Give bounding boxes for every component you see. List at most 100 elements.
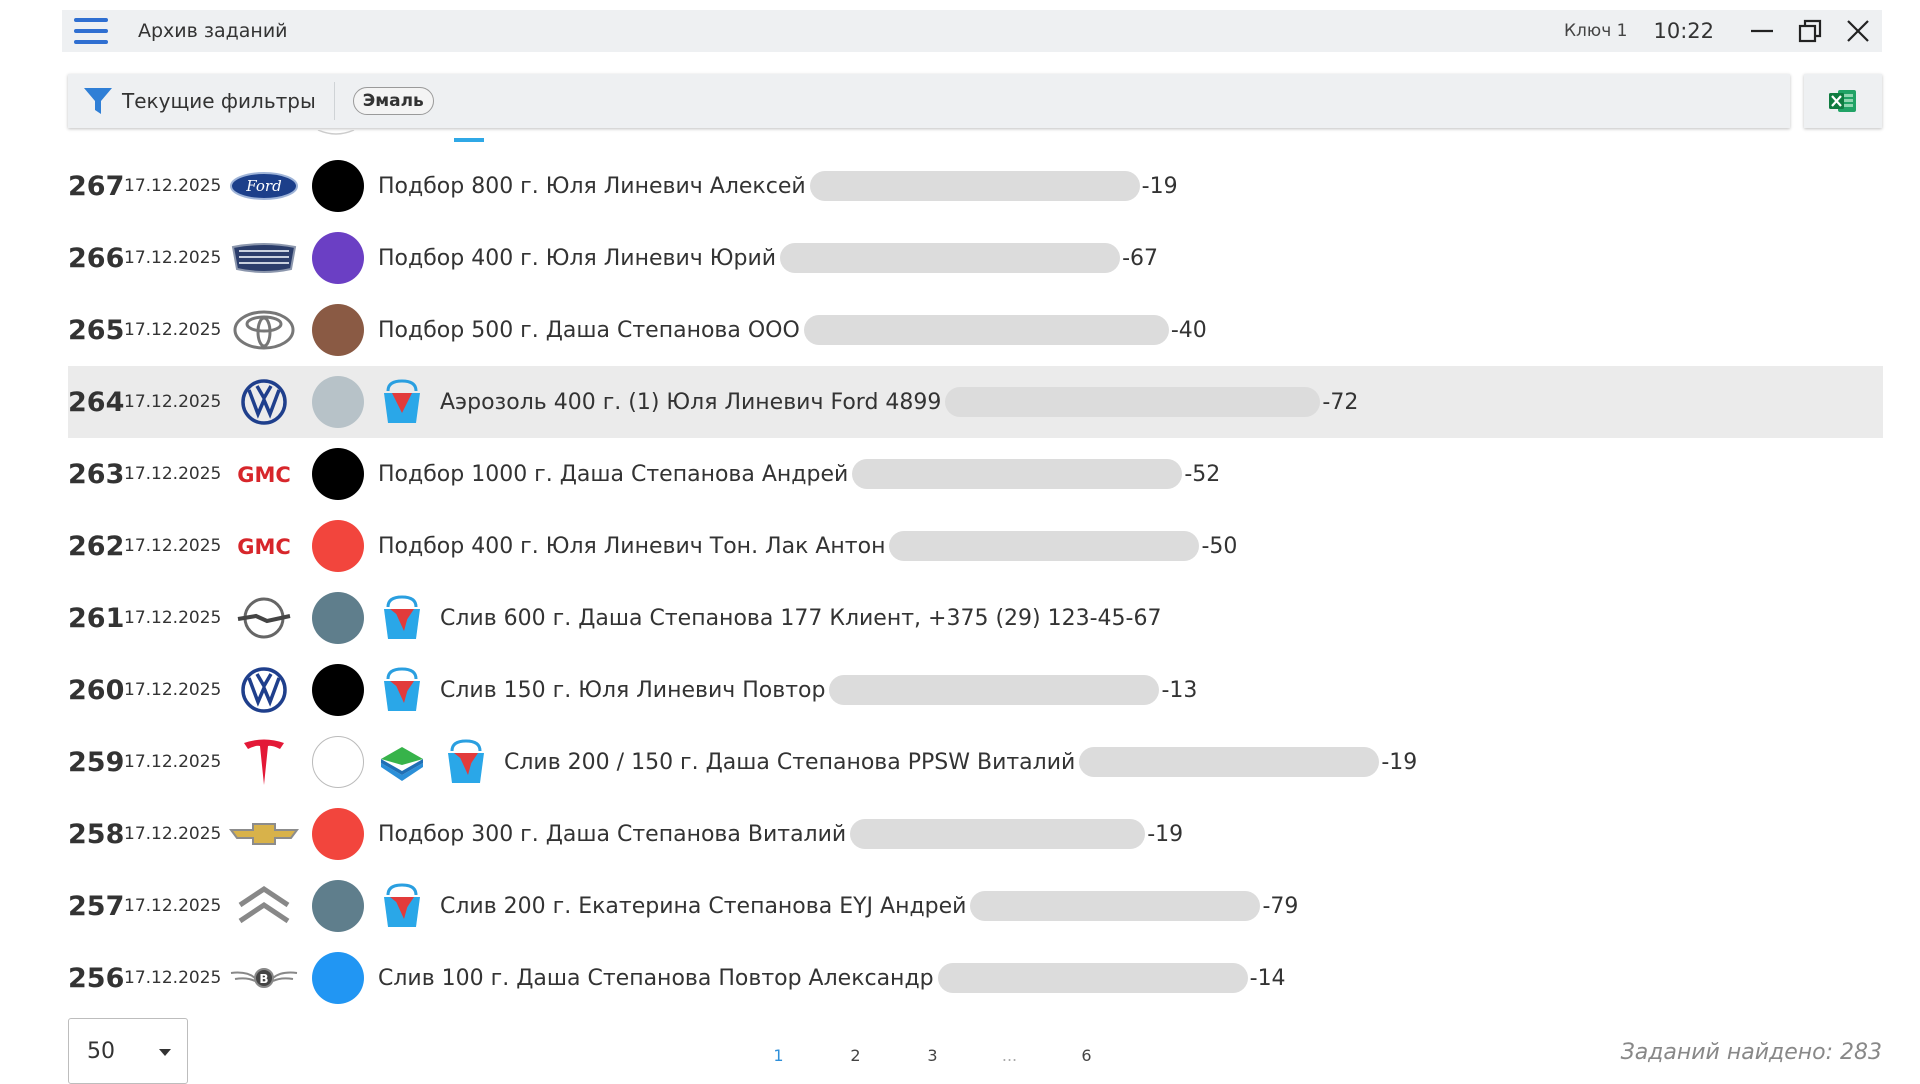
svg-text:GMC: GMC	[237, 535, 291, 557]
task-row[interactable]: 263 17.12.2025 GMC Подбор 1000 г. Даша Степ…	[68, 438, 1883, 510]
task-row[interactable]: 261 17.12.2025 Слив 600 г. Даша Степанова …	[68, 582, 1883, 654]
color-swatch	[312, 808, 364, 860]
task-number: 261	[68, 602, 125, 634]
phone-suffix: -72	[1322, 389, 1359, 415]
task-date: 17.12.2025	[124, 464, 222, 484]
toyota-logo	[224, 305, 304, 355]
close-button[interactable]	[1834, 10, 1882, 52]
key-label: Ключ 1	[1563, 21, 1628, 41]
page-link[interactable]: 3	[927, 1046, 938, 1065]
svg-text:GMC: GMC	[237, 463, 291, 485]
task-date: 17.12.2025	[124, 248, 222, 268]
redacted-phone	[889, 531, 1200, 561]
minimize-button[interactable]	[1738, 10, 1786, 52]
redacted-phone	[809, 171, 1140, 201]
layers-icon	[376, 736, 428, 788]
gmc-logo: GMC	[224, 449, 304, 499]
task-description: Аэрозоль 400 г. (1) Юля Линевич Ford 489…	[440, 389, 942, 415]
redacted-phone	[945, 387, 1321, 417]
page-link[interactable]: 6	[1081, 1046, 1092, 1065]
task-number: 263	[68, 458, 125, 490]
color-swatch	[312, 880, 364, 932]
phone-suffix: -13	[1161, 677, 1198, 703]
phone-suffix: -14	[1249, 965, 1286, 991]
page-link[interactable]: 1	[773, 1046, 784, 1065]
svg-text:B: B	[259, 972, 268, 986]
phone-suffix: -67	[1122, 245, 1159, 271]
phone-suffix: -19	[1381, 749, 1418, 775]
page-size-select[interactable]: 50	[68, 1018, 188, 1084]
phone-suffix: -50	[1201, 533, 1238, 559]
restore-button[interactable]	[1786, 10, 1834, 52]
redacted-phone	[803, 315, 1169, 345]
task-row[interactable]: 258 17.12.2025 Подбор 300 г. Даша Степанов…	[68, 798, 1883, 870]
task-description: Слив 200 / 150 г. Даша Степанова PPSW Ви…	[504, 749, 1076, 775]
paint-bucket-icon	[440, 736, 492, 788]
color-swatch	[312, 736, 364, 788]
redacted-phone	[850, 819, 1146, 849]
svg-text:Ford: Ford	[245, 177, 281, 195]
color-swatch	[312, 664, 364, 716]
task-date: 17.12.2025	[124, 392, 222, 412]
clock: 10:22	[1653, 19, 1714, 43]
task-description: Подбор 800 г. Юля Линевич Алексей	[378, 173, 806, 199]
task-number: 264	[68, 386, 125, 418]
hamburger-menu-icon[interactable]	[74, 18, 108, 44]
task-row[interactable]: 256 17.12.2025 B Слив 100 г. Даша Степанова…	[68, 942, 1883, 1010]
task-date: 17.12.2025	[124, 680, 222, 700]
task-row[interactable]: 264 17.12.2025 Аэрозоль 400 г. (1) Юля Лин…	[68, 366, 1883, 438]
page-link[interactable]: 2	[850, 1046, 861, 1065]
task-number: 262	[68, 530, 125, 562]
previous-row-peek	[317, 130, 484, 142]
phone-suffix: -52	[1184, 461, 1221, 487]
task-number: 266	[68, 242, 125, 274]
task-description: Слив 200 г. Екатерина Степанова EYJ Андр…	[440, 893, 967, 919]
task-description: Слив 600 г. Даша Степанова 177 Клиент, +…	[440, 605, 1162, 631]
redacted-phone	[1079, 747, 1380, 777]
close-icon	[1847, 20, 1869, 42]
task-row[interactable]: 265 17.12.2025 Подбор 500 г. Даша Степанов…	[68, 294, 1883, 366]
redacted-phone	[937, 963, 1248, 993]
phone-suffix: -79	[1262, 893, 1299, 919]
task-description: Подбор 400 г. Юля Линевич Тон. Лак Антон	[378, 533, 886, 559]
task-number: 257	[68, 890, 125, 922]
gmc-logo: GMC	[224, 521, 304, 571]
page-ellipsis: ...	[1001, 1046, 1018, 1065]
title-bar: Архив заданий Ключ 1 10:22	[62, 10, 1882, 52]
task-list[interactable]: 267 17.12.2025 Ford Подбор 800 г. Юля Линев…	[68, 130, 1883, 1010]
task-row[interactable]: 260 17.12.2025 Слив 150 г. Юля Линевич Пов…	[68, 654, 1883, 726]
chevrolet-logo	[224, 809, 304, 859]
current-filters-label[interactable]: Текущие фильтры	[122, 89, 316, 113]
spray-can-icon	[376, 376, 428, 428]
task-row[interactable]: 259 17.12.2025 Слив 200 / 150 г. Даша Степ…	[68, 726, 1883, 798]
task-date: 17.12.2025	[124, 320, 222, 340]
minimize-icon	[1751, 29, 1773, 33]
task-number: 259	[68, 746, 125, 778]
filter-icon[interactable]	[82, 85, 114, 117]
app-title: Архив заданий	[138, 20, 288, 42]
opel-logo	[224, 593, 304, 643]
task-row[interactable]: 257 17.12.2025 Слив 200 г. Екатерина Степа…	[68, 870, 1883, 942]
excel-export-button[interactable]	[1804, 74, 1882, 128]
task-date: 17.12.2025	[124, 824, 222, 844]
chevron-down-icon	[159, 1049, 171, 1056]
task-number: 256	[68, 962, 125, 994]
task-date: 17.12.2025	[124, 176, 222, 196]
task-date: 17.12.2025	[124, 608, 222, 628]
volkswagen-logo	[224, 665, 304, 715]
color-swatch	[312, 448, 364, 500]
task-description: Слив 100 г. Даша Степанова Повтор Алекса…	[378, 965, 934, 991]
pagination: 1 2 3... 6	[740, 1046, 1125, 1065]
task-row[interactable]: 267 17.12.2025 Ford Подбор 800 г. Юля Линев…	[68, 150, 1883, 222]
task-row[interactable]: 262 17.12.2025 GMC Подбор 400 г. Юля Линеви…	[68, 510, 1883, 582]
task-description: Подбор 400 г. Юля Линевич Юрий	[378, 245, 777, 271]
task-description: Подбор 1000 г. Даша Степанова Андрей	[378, 461, 849, 487]
task-description: Подбор 500 г. Даша Степанова ООО	[378, 317, 800, 343]
filter-chip[interactable]: Эмаль	[352, 87, 434, 115]
task-row[interactable]: 266 17.12.2025 Подбор 400 г. Юля Линевич Ю…	[68, 222, 1883, 294]
task-date: 17.12.2025	[124, 752, 222, 772]
phone-suffix: -40	[1170, 317, 1207, 343]
task-number: 265	[68, 314, 125, 346]
paint-bucket-icon	[376, 592, 428, 644]
color-swatch	[312, 232, 364, 284]
